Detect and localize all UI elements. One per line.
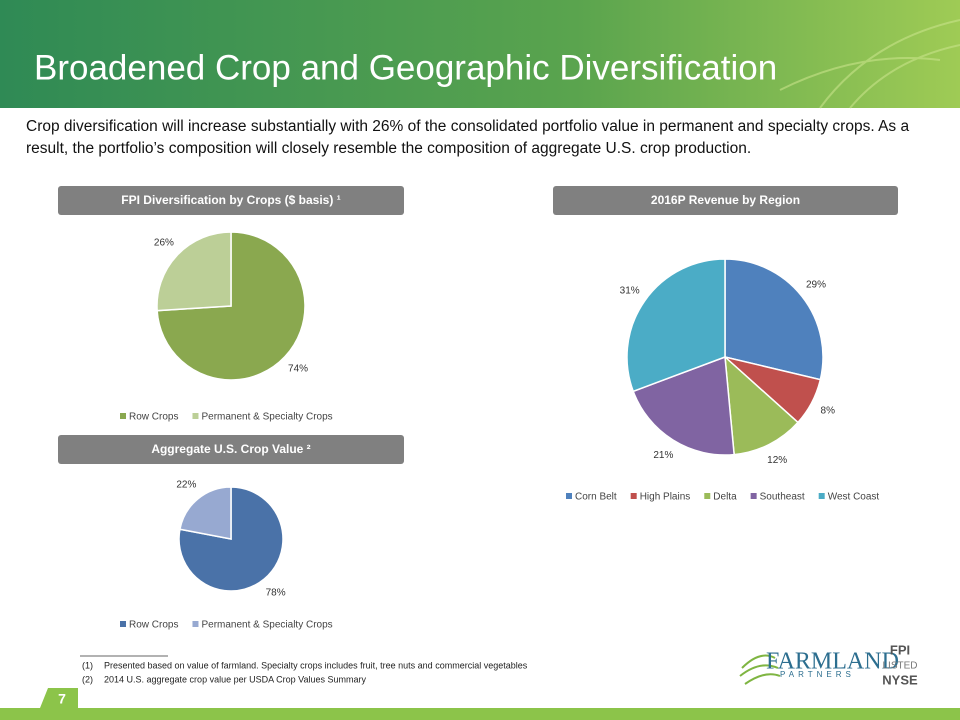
badge-ticker: FPI <box>890 642 910 657</box>
legend-label: Delta <box>713 492 737 503</box>
legend-swatch <box>120 413 126 419</box>
intro-text: Crop diversification will increase subst… <box>26 118 910 157</box>
header-decoration <box>779 19 960 109</box>
data-label: 74% <box>288 364 308 375</box>
pie-slice <box>632 355 735 456</box>
data-label: 31% <box>620 286 640 297</box>
legend-label: Corn Belt <box>575 492 617 503</box>
page-tab <box>40 688 78 708</box>
legend-swatch <box>818 493 825 499</box>
footnote-text: 2014 U.S. aggregate crop value per USDA … <box>104 674 366 684</box>
slide-title: Broadened Crop and Geographic Diversific… <box>34 48 777 87</box>
data-label: 22% <box>176 480 196 491</box>
pie-slice <box>724 258 824 381</box>
chart-header <box>58 435 404 464</box>
logo-mark <box>739 654 781 685</box>
chart-title: FPI Diversification by Crops ($ basis) ¹ <box>121 193 340 207</box>
page-number: 7 <box>58 691 66 707</box>
logo-sub: PARTNERS <box>780 670 855 679</box>
pie-slice <box>156 231 232 312</box>
badge-listed: LISTED <box>882 661 917 672</box>
data-label: 12% <box>767 455 787 466</box>
pie-slice <box>626 258 726 393</box>
footer-band <box>0 708 960 720</box>
data-label: 21% <box>653 450 673 461</box>
data-label: 8% <box>821 405 836 416</box>
legend-label: Row Crops <box>129 412 178 423</box>
legend-swatch <box>630 493 637 499</box>
data-label: 26% <box>154 238 174 249</box>
legend-label: West Coast <box>828 492 880 503</box>
legend-swatch <box>192 413 199 419</box>
pie-slice <box>179 486 232 540</box>
legend-swatch <box>566 493 572 499</box>
logo-name: FARMLAND <box>766 649 899 675</box>
data-label: 78% <box>266 588 286 599</box>
chart-title: 2016P Revenue by Region <box>651 193 800 207</box>
legend-swatch <box>192 621 199 627</box>
legend-swatch <box>750 493 757 499</box>
legend-label: Southeast <box>760 492 805 503</box>
legend-swatch <box>120 621 126 627</box>
legend-label: High Plains <box>640 492 691 503</box>
footnote-marker: (2) <box>82 674 93 684</box>
legend-label: Permanent & Specialty Crops <box>201 412 332 423</box>
legend-label: Permanent & Specialty Crops <box>201 620 332 631</box>
legend-label: Row Crops <box>129 620 178 631</box>
legend-swatch <box>704 493 711 499</box>
header-band <box>0 0 960 108</box>
chart-header <box>58 186 404 215</box>
chart-title: Aggregate U.S. Crop Value ² <box>151 442 310 456</box>
footnote-marker: (1) <box>82 660 93 670</box>
footnote-text: Presented based on value of farmland. Sp… <box>104 660 528 670</box>
chart-header <box>553 186 898 215</box>
data-label: 29% <box>806 280 826 291</box>
pie-slice <box>724 355 800 456</box>
badge-exchange: NYSE <box>882 672 918 687</box>
